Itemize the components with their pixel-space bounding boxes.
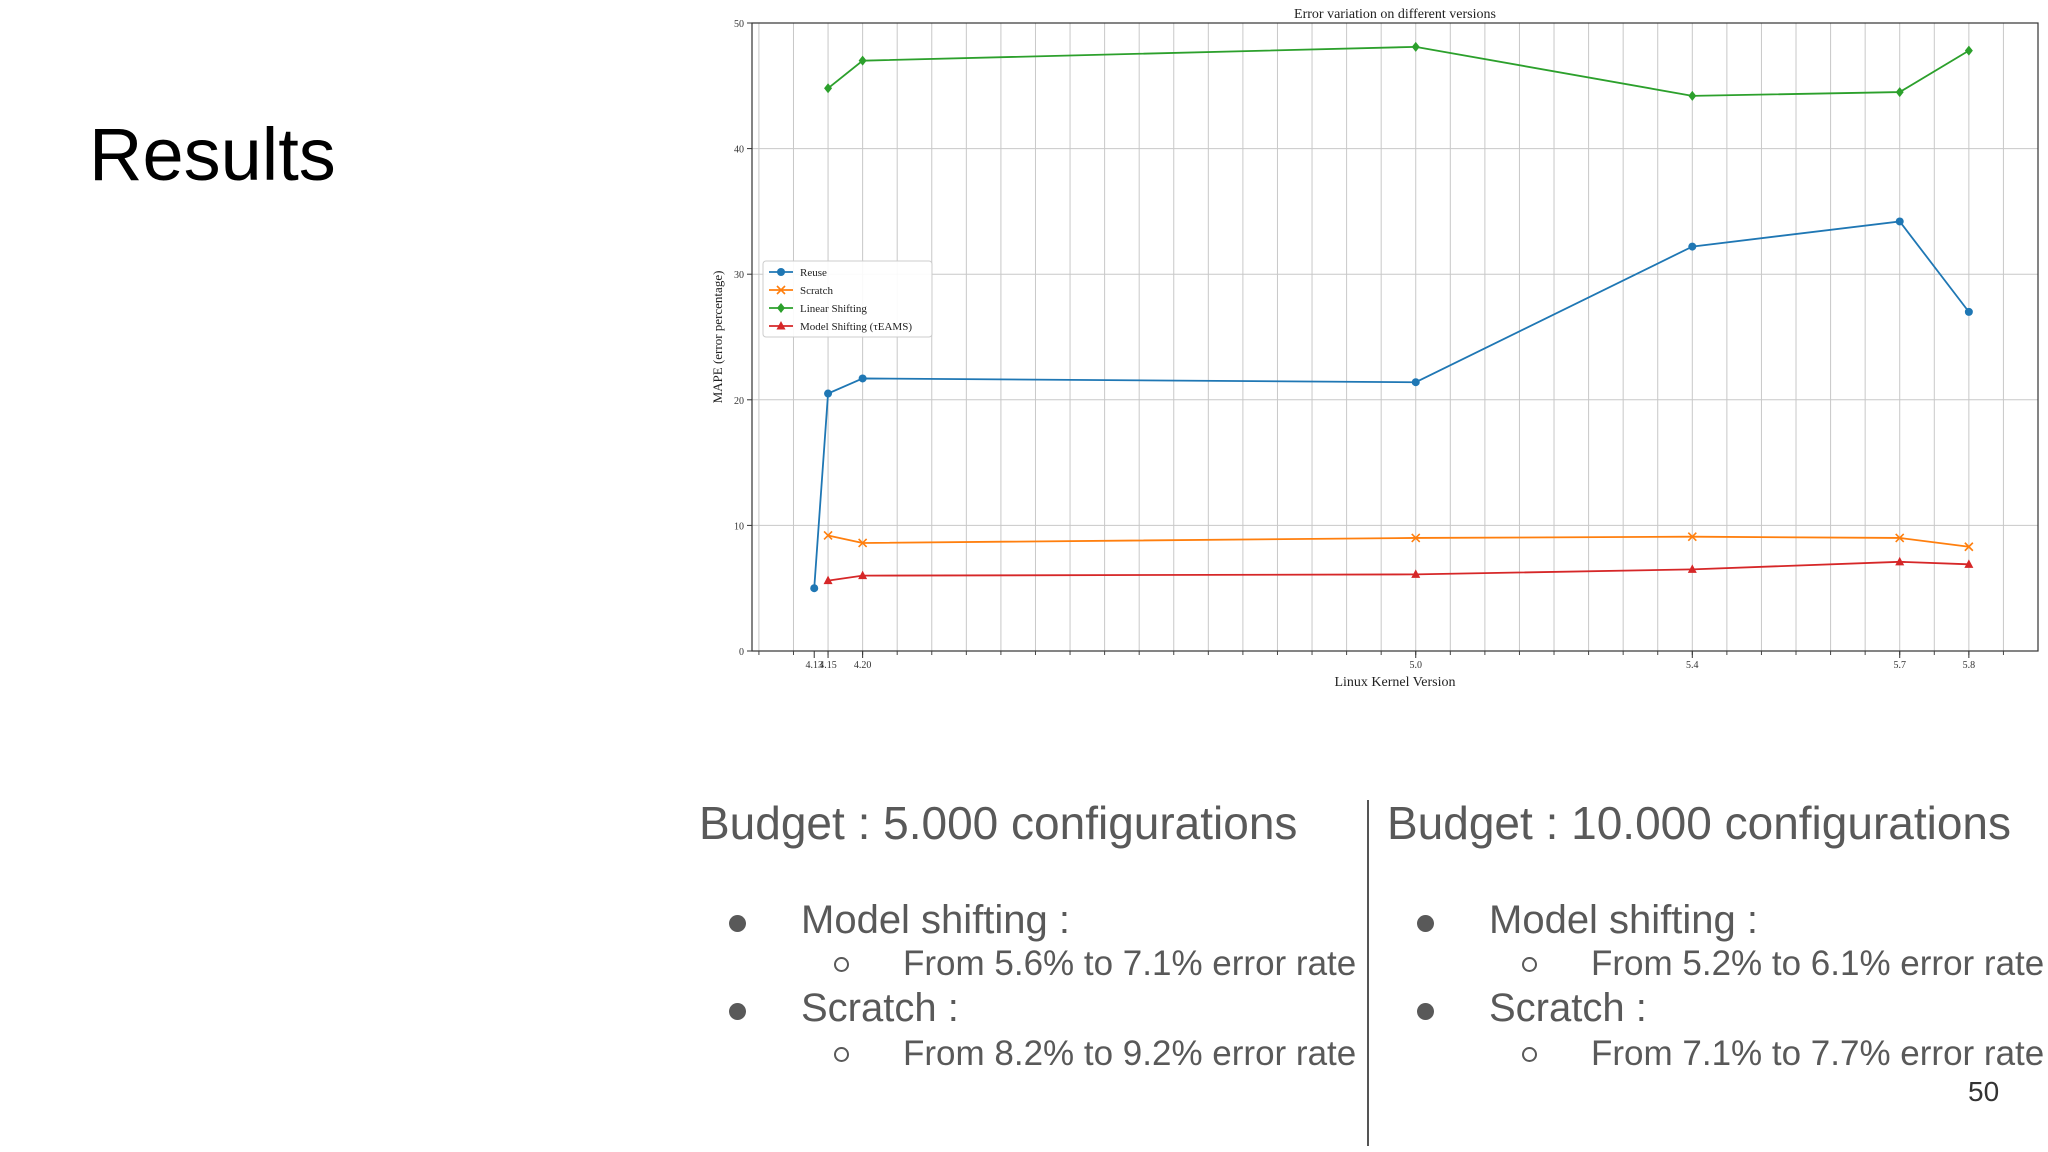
legend: Reuse Scratch Linear Shifting Model Shiftin… <box>762 260 933 338</box>
data-point-diamond <box>824 83 833 94</box>
data-point-x <box>823 530 833 541</box>
data-point-x <box>1895 533 1905 543</box>
chart-background <box>700 0 2048 700</box>
legend-box <box>762 260 933 338</box>
legend-label: Linear Shifting <box>800 303 867 315</box>
budget-5k-scratch-range: From 8.2% to 9.2% error rate <box>903 1034 1357 1073</box>
x-tick-label: 4.15 <box>819 660 837 671</box>
data-point-triangle <box>1895 556 1905 566</box>
series-line <box>827 560 1969 582</box>
budget-10k-scratch-range: From 7.1% to 7.7% error rate <box>1591 1034 2045 1073</box>
data-point-triangle <box>823 575 833 585</box>
series-line <box>827 534 1969 548</box>
data-point-x <box>1687 532 1697 542</box>
data-point-circle <box>1688 242 1697 251</box>
budget-10k-panel: Budget : 10.000 configurations Model shi… <box>1387 797 2044 1071</box>
x-tick-label: 4.13 <box>805 660 823 671</box>
sub-bullet-icon <box>834 1047 849 1062</box>
bullet-icon <box>729 1003 746 1020</box>
data-point-x <box>858 538 868 548</box>
data-point-circle <box>810 584 819 593</box>
legend-label: Scratch <box>800 285 833 297</box>
x-tick-label: 5.7 <box>1893 660 1906 671</box>
y-tick-label: 0 <box>739 647 744 658</box>
slide-number: 50 <box>1968 1076 2000 1107</box>
bullet-icon <box>729 915 746 932</box>
budget-5k-item-scratch: Scratch : <box>801 986 959 1030</box>
series-line <box>827 45 1970 97</box>
chart-svg: 0 10 20 30 40 50 4.134.15 4.20 5.0 5.4 5.7 5.8 Erro… <box>700 0 2048 700</box>
line-chart: 0 10 20 30 40 50 4.13 4.15 4.20 5.0 5.4 5.7 5.8 Erro… <box>700 0 2048 700</box>
budget-5k-item-model-shifting: Model shifting : <box>801 898 1071 942</box>
budget-10k-item-scratch: Scratch : <box>1489 986 1647 1030</box>
data-point-triangle <box>1411 569 1421 578</box>
x-tick-label: 5.8 <box>1963 660 1976 671</box>
plot-frame <box>751 22 2039 652</box>
axes: 0 10 20 30 40 50 4.134.15 4.20 5.0 5.4 5.7 5.8 <box>734 19 2004 671</box>
data-point-diamond <box>1688 90 1697 101</box>
x-tick-label: 4.20 <box>854 660 872 671</box>
data-point-circle <box>777 268 785 276</box>
y-axis-label: MAPE (error percentage) <box>710 271 725 404</box>
budget-5k-model-shifting-range: From 5.6% to 7.1% error rate <box>903 944 1357 983</box>
data-point-triangle <box>1687 564 1697 573</box>
x-tick-label: 5.0 <box>1409 660 1422 671</box>
budget-5k-heading: Budget : 5.000 configurations <box>699 797 1298 849</box>
y-tick-label: 20 <box>734 396 744 407</box>
data-point-triangle <box>858 570 868 580</box>
data-point-x <box>1964 542 1974 552</box>
bullet-icon <box>1417 915 1434 932</box>
sub-bullet-icon <box>1522 1047 1537 1062</box>
sub-bullet-icon <box>834 957 849 972</box>
sub-bullet-icon <box>1522 957 1537 972</box>
data-point-triangle <box>1964 559 1974 568</box>
y-tick-label: 40 <box>734 145 744 156</box>
bullet-icon <box>1417 1003 1434 1020</box>
data-point-circle <box>824 389 833 398</box>
budget-10k-item-model-shifting: Model shifting : <box>1489 898 1759 942</box>
y-tick-label: 10 <box>734 521 744 532</box>
series-layer <box>810 41 1974 593</box>
data-point-circle <box>858 374 867 383</box>
data-point-diamond <box>858 55 867 66</box>
x-tick-label: 5.4 <box>1686 660 1699 671</box>
data-point-triangle <box>776 321 786 330</box>
legend-label: Reuse <box>800 267 827 279</box>
data-point-diamond <box>1895 87 1904 98</box>
data-point-x <box>776 285 786 295</box>
x-axis-label: Linux Kernel Version <box>1334 675 1455 690</box>
data-point-diamond <box>777 303 785 313</box>
data-point-diamond <box>1964 45 1973 56</box>
budget-5k-panel: Budget : 5.000 configurations Model shif… <box>699 797 1356 1071</box>
data-point-circle <box>1895 217 1904 226</box>
budget-10k-heading: Budget : 10.000 configurations <box>1387 797 2012 849</box>
chart-title: Error variation on different versions <box>1294 7 1496 22</box>
data-point-diamond <box>1411 41 1420 52</box>
data-point-circle <box>1964 307 1973 316</box>
slide-title: Results <box>89 113 336 196</box>
data-point-x <box>1411 533 1421 543</box>
legend-label: Model Shifting (τEAMS) <box>800 321 912 333</box>
y-tick-label: 30 <box>734 270 744 281</box>
y-tick-label: 50 <box>734 19 744 30</box>
budget-10k-model-shifting-range: From 5.2% to 6.1% error rate <box>1591 944 2045 983</box>
data-point-circle <box>1411 378 1420 387</box>
panel-divider <box>1367 800 1369 1146</box>
